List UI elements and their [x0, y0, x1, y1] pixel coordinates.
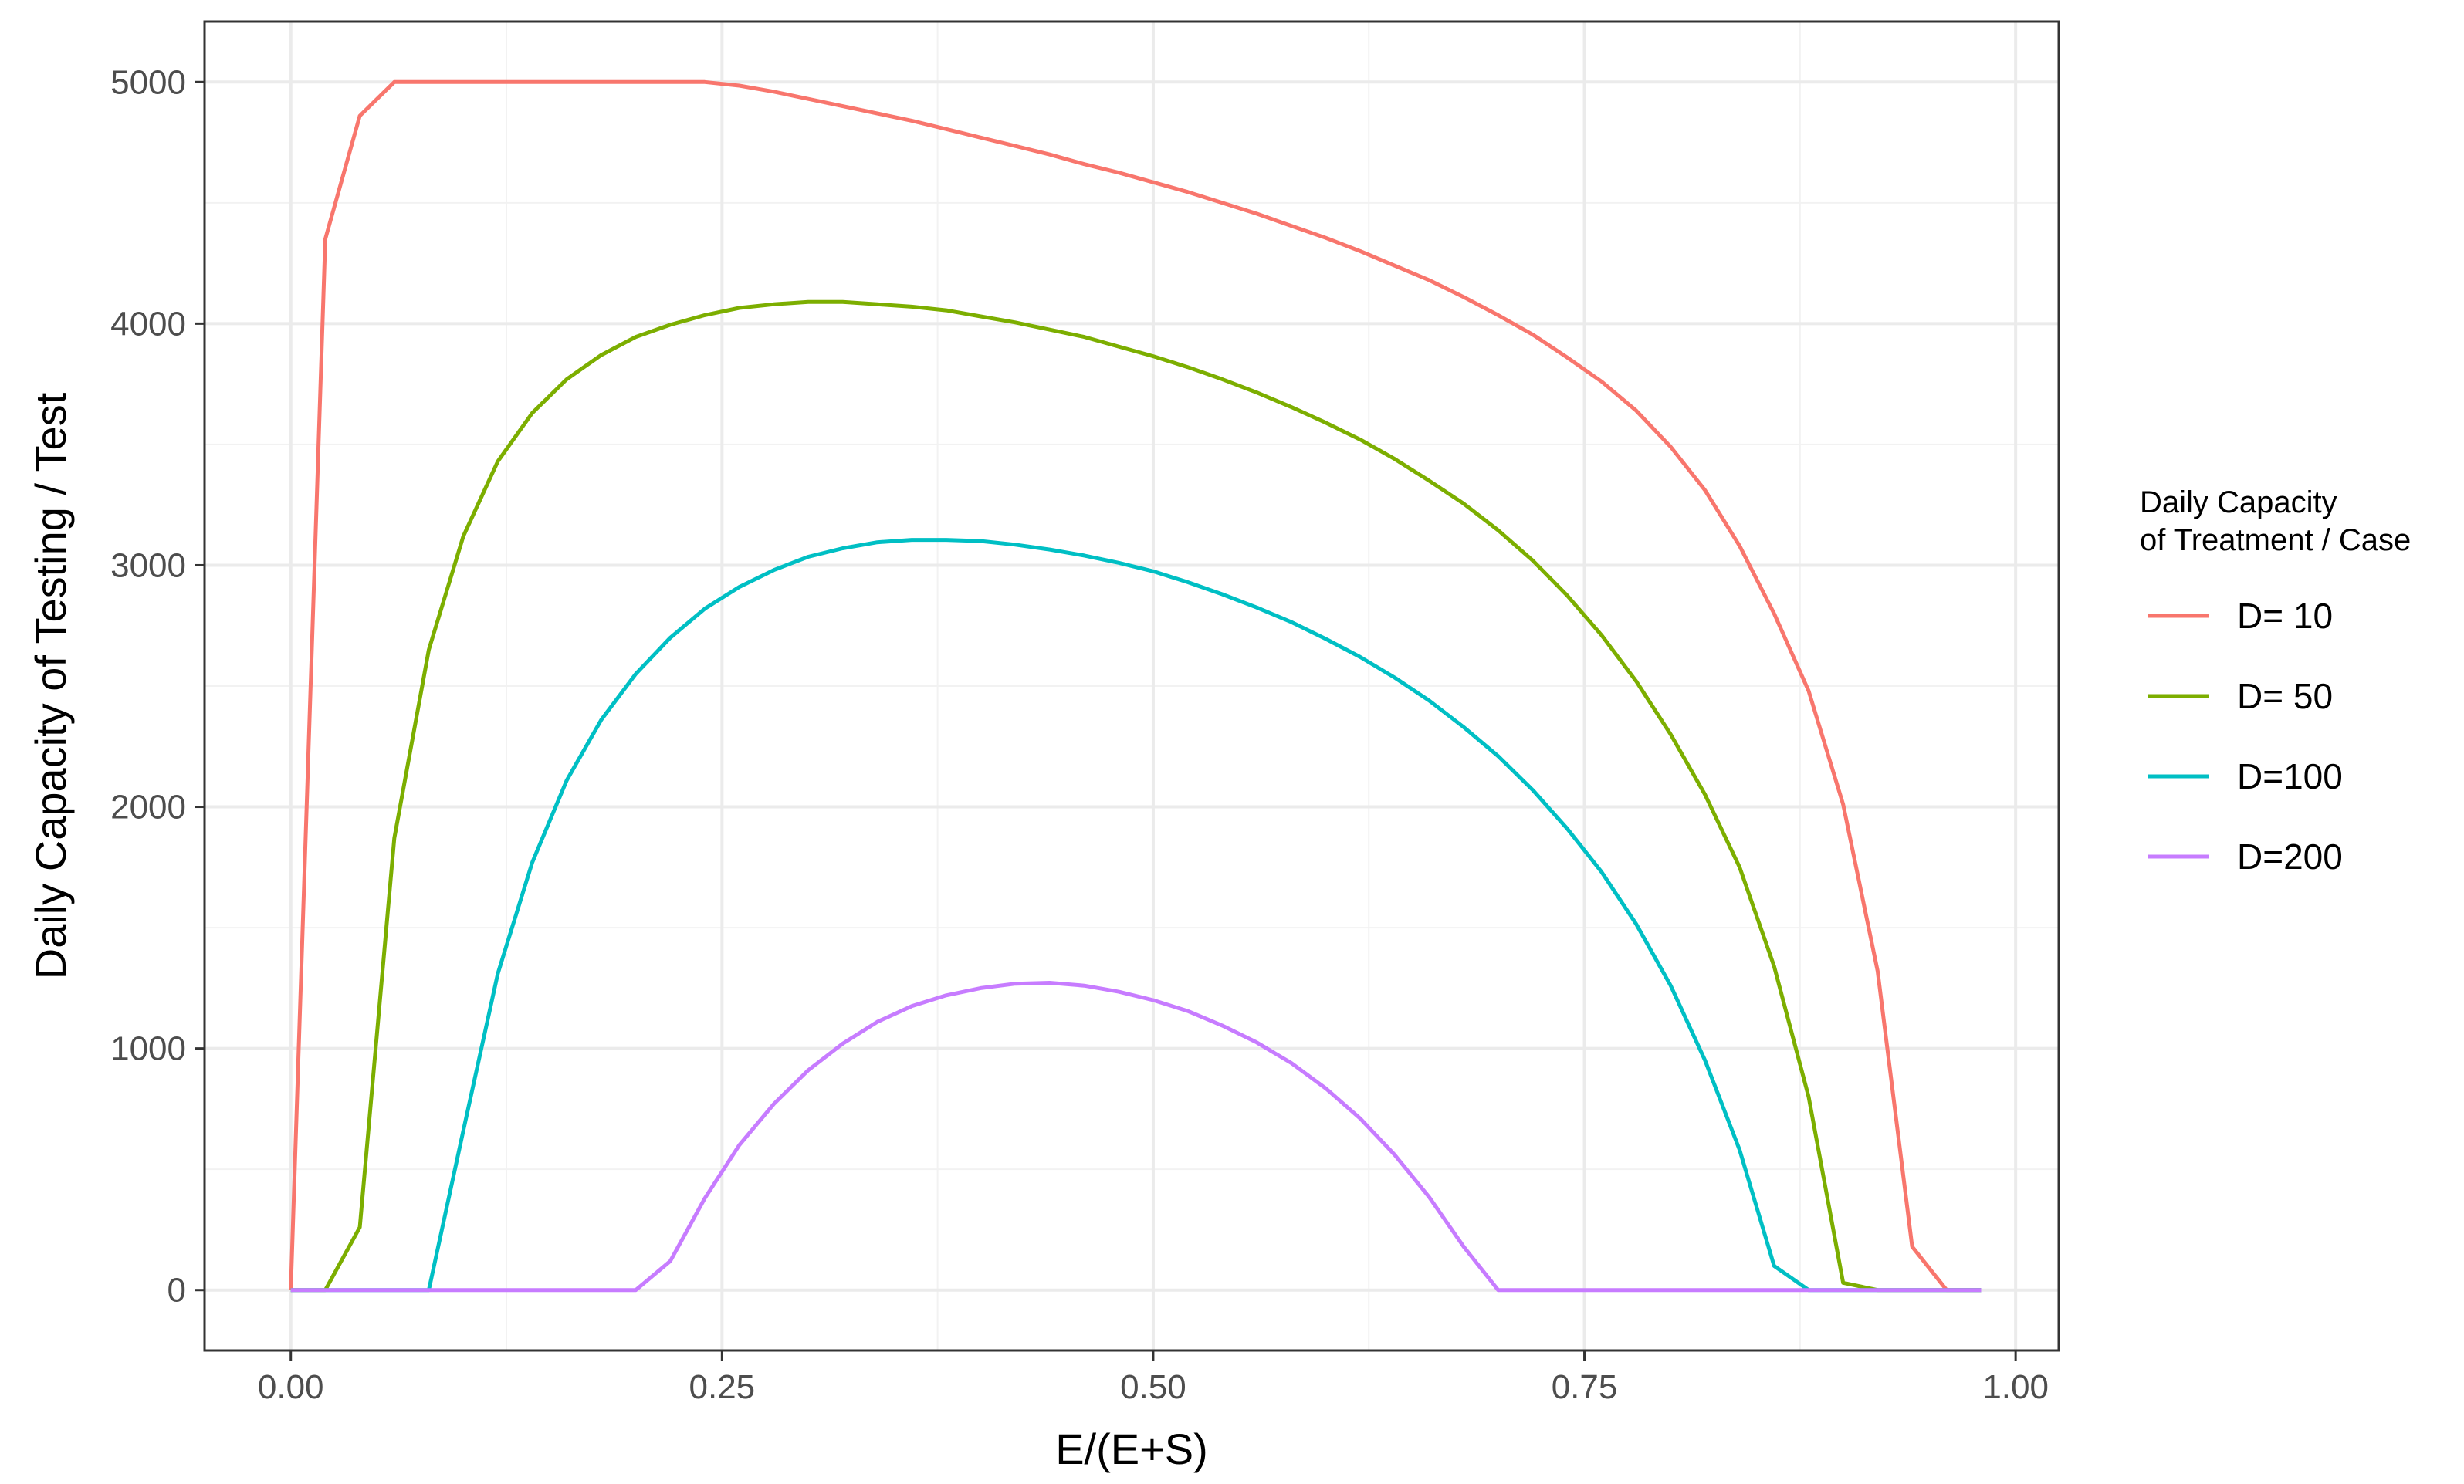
legend-label-d10: D= 10	[2237, 596, 2333, 636]
series-line-d50	[290, 299, 1982, 1293]
y-tick-label: 1000	[110, 1030, 186, 1068]
x-axis-title: E/(E+S)	[1055, 1425, 1208, 1473]
y-tick-label: 3000	[110, 546, 186, 584]
grid-minor	[205, 22, 2059, 1350]
x-tick-label: 0.50	[1120, 1368, 1186, 1406]
x-tick-label: 0.75	[1552, 1368, 1618, 1406]
x-tick-label: 1.00	[1982, 1368, 2049, 1406]
y-tick-label: 4000	[110, 305, 186, 343]
legend-items: D= 10 D= 50 D=100 D=200	[2148, 596, 2343, 877]
plot-border	[203, 20, 2060, 1352]
x-tick-label: 0.00	[258, 1368, 324, 1406]
grid-major	[205, 22, 2059, 1350]
legend-label-d100: D=100	[2237, 756, 2343, 796]
y-tick-label: 5000	[110, 63, 186, 101]
series-line-d100	[290, 538, 1982, 1293]
legend-label-d200: D=200	[2237, 837, 2343, 877]
legend-label-d50: D= 50	[2237, 676, 2333, 716]
y-axis-title: Daily Capacity of Testing / Test	[26, 392, 75, 979]
y-tick-label: 0	[168, 1272, 186, 1310]
x-tick-label: 0.25	[689, 1368, 756, 1406]
series-line-d200	[290, 981, 1982, 1293]
legend-title-line-1: Daily Capacity	[2140, 485, 2337, 519]
series-line-d10	[289, 79, 1982, 1293]
y-axis: 0 1000 2000 3000 4000 5000	[110, 63, 205, 1310]
series-layer	[289, 79, 1982, 1293]
x-axis: 0.00 0.25 0.50 0.75 1.00	[258, 1350, 2049, 1406]
legend: Daily Capacity of Treatment / Case D= 10…	[2140, 485, 2411, 877]
legend-title-line-2: of Treatment / Case	[2140, 523, 2411, 557]
y-tick-label: 2000	[110, 789, 186, 827]
